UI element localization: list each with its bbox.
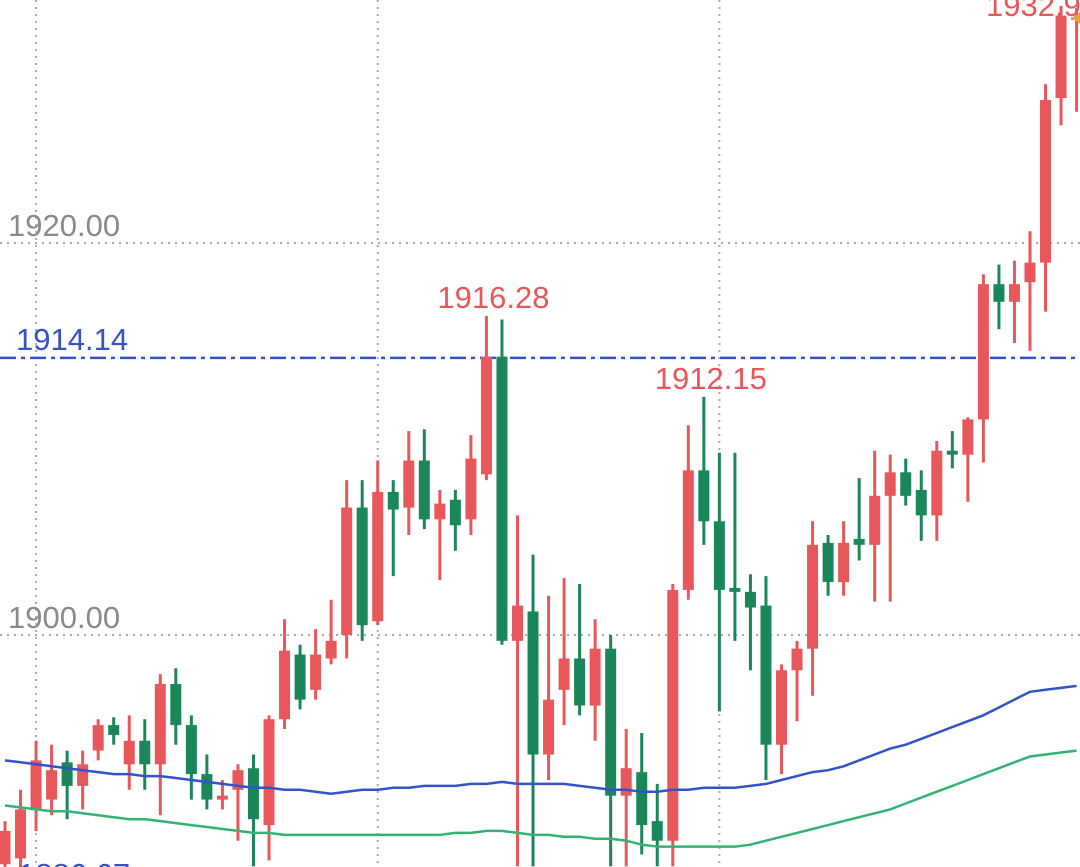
candle-body	[900, 472, 912, 496]
y-tick-label: 1920.00	[8, 208, 120, 243]
candle-body	[511, 605, 523, 641]
candle-body	[185, 725, 197, 775]
candle-body	[139, 740, 151, 765]
candle-body	[154, 683, 166, 765]
candle-body	[993, 284, 1005, 302]
candle-body	[869, 495, 881, 545]
candle-body	[294, 654, 306, 700]
candle-body	[760, 605, 772, 745]
candle-body	[605, 648, 617, 796]
price-marker	[1072, 12, 1080, 24]
candle-body	[915, 489, 927, 516]
candle-body	[589, 648, 601, 706]
candle-body	[884, 472, 896, 496]
candle-body	[465, 458, 477, 520]
candle-body	[310, 654, 322, 690]
candle-body	[1008, 284, 1020, 302]
candle-body	[946, 450, 958, 455]
candle-body	[543, 699, 555, 755]
candle-body	[558, 658, 570, 690]
candle-body	[480, 356, 492, 475]
candle-body	[713, 521, 725, 590]
annotation: 1916.28	[437, 280, 549, 315]
annotation: 1932.94<--	[986, 0, 1080, 23]
candle-body	[1055, 15, 1067, 98]
candle-body	[387, 491, 399, 510]
candle-body	[356, 507, 368, 626]
candle-body	[170, 683, 182, 726]
candle-body	[325, 640, 337, 659]
candle-body	[449, 499, 461, 526]
candle-body	[776, 670, 787, 745]
candle-body	[30, 760, 42, 810]
price-line-label: 1914.14	[16, 322, 128, 357]
candle-body	[279, 650, 291, 720]
candle-body	[636, 772, 648, 826]
candle-body	[527, 611, 539, 755]
candle-body	[372, 491, 384, 622]
candle-body	[962, 419, 974, 455]
candle-body	[496, 356, 508, 641]
candle-body	[853, 538, 865, 545]
candle-body	[667, 589, 679, 841]
candle-body	[729, 587, 741, 592]
candle-body	[403, 460, 415, 508]
candle-body	[682, 470, 694, 590]
candle-body	[434, 503, 446, 520]
candle-body	[418, 460, 430, 520]
candle-body	[1040, 99, 1052, 263]
candle-body	[263, 719, 275, 826]
candle-body	[0, 830, 11, 865]
candle-body	[247, 768, 259, 820]
candle-body	[651, 821, 663, 841]
candle-body	[108, 725, 120, 735]
candle-body	[838, 542, 850, 583]
candle-body	[1024, 262, 1036, 283]
candle-body	[232, 770, 244, 790]
y-tick-label: 1900.00	[8, 600, 120, 635]
candle-body	[931, 450, 943, 516]
candle-body	[201, 774, 213, 800]
candle-body	[620, 768, 632, 796]
candle-body	[123, 740, 135, 765]
candle-body	[977, 284, 989, 420]
candle-body	[791, 648, 803, 671]
candle-body	[46, 770, 58, 800]
candle-body	[15, 809, 27, 859]
candle-body	[77, 764, 89, 786]
annotation: 1886.67	[18, 857, 130, 867]
moving-average	[4, 684, 1077, 795]
candle-body	[92, 725, 104, 751]
candle-body	[341, 507, 353, 635]
candle-body	[574, 658, 586, 706]
candle-body	[822, 542, 834, 583]
moving-average	[4, 749, 1077, 848]
annotation: 1912.15	[655, 361, 767, 396]
candle-body	[698, 470, 710, 522]
candle-body	[744, 591, 756, 608]
candle-body	[216, 795, 228, 800]
candle-body	[61, 762, 73, 786]
candle-body	[807, 544, 819, 649]
